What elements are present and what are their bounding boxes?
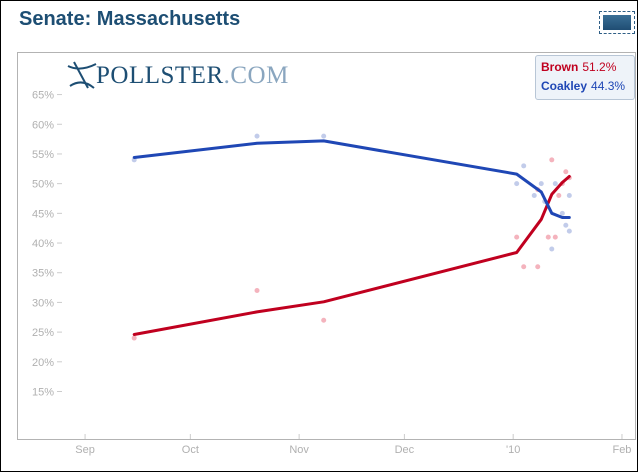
y-tick-label: 40%: [32, 238, 54, 250]
poll-point-coakley: [521, 163, 527, 169]
poll-point-coakley: [514, 181, 520, 187]
x-tick-label: Oct: [182, 444, 199, 456]
trend-line-brown: [132, 175, 571, 336]
poll-point-coakley: [552, 181, 558, 187]
poll-point-coakley: [566, 228, 572, 234]
legend-entry-coakley[interactable]: Coakley 44.3%: [541, 79, 625, 93]
poll-point-coakley: [531, 193, 537, 199]
expand-icon: [603, 15, 631, 30]
pollster-logo-icon: [67, 61, 97, 89]
x-tick-label: Sep: [75, 444, 95, 456]
x-tick-label: '10: [506, 444, 520, 456]
y-tick-label: 50%: [32, 179, 54, 191]
y-tick-label: 55%: [32, 149, 54, 161]
poll-point-brown: [514, 234, 520, 240]
x-tick-label: Nov: [289, 444, 309, 456]
x-tick-label: Dec: [395, 444, 415, 456]
poll-point-brown: [552, 234, 558, 240]
pollster-logo: POLLSTER.COM: [66, 58, 288, 92]
y-tick-label: 30%: [32, 297, 54, 309]
poll-point-brown: [254, 288, 260, 294]
poll-point-brown: [321, 317, 327, 323]
poll-point-coakley: [321, 133, 327, 139]
x-tick-label: Feb: [612, 444, 631, 456]
legend-entry-brown[interactable]: Brown 51.2%: [541, 60, 616, 74]
expand-button[interactable]: [599, 11, 635, 34]
poll-point-coakley: [538, 181, 544, 187]
legend-name-coakley: Coakley: [541, 79, 588, 93]
trend-line-coakley: [132, 139, 571, 219]
poll-point-coakley: [549, 246, 555, 252]
page-title: Senate: Massachusetts: [19, 8, 241, 30]
poll-point-brown: [549, 157, 555, 163]
chart-legend: Brown 51.2% Coakley 44.3%: [535, 55, 635, 100]
y-tick-label: 45%: [32, 208, 54, 220]
poll-point-coakley: [559, 210, 565, 216]
y-tick-label: 35%: [32, 268, 54, 280]
logo-wordmark: POLLSTER.COM: [96, 62, 289, 90]
poll-point-brown: [556, 193, 562, 199]
legend-name-brown: Brown: [541, 60, 579, 74]
y-tick-label: 15%: [32, 386, 54, 398]
y-tick-label: 65%: [32, 90, 54, 102]
poll-point-coakley: [566, 193, 572, 199]
y-tick-label: 60%: [32, 119, 54, 131]
legend-value-brown: 51.2%: [582, 60, 617, 74]
poll-point-brown: [563, 169, 569, 175]
legend-value-coakley: 44.3%: [591, 79, 626, 93]
y-tick-label: 25%: [32, 327, 54, 339]
poll-point-brown: [535, 264, 541, 270]
plot-area: [17, 52, 636, 440]
y-tick-label: 20%: [32, 357, 54, 369]
poll-point-brown: [545, 234, 551, 240]
poll-point-brown: [521, 264, 527, 270]
poll-point-coakley: [563, 222, 569, 228]
logo-text-main: POLLSTER: [96, 62, 224, 89]
poll-point-brown: [131, 335, 137, 341]
logo-text-suffix: .COM: [223, 62, 289, 89]
poll-point-coakley: [254, 133, 260, 139]
